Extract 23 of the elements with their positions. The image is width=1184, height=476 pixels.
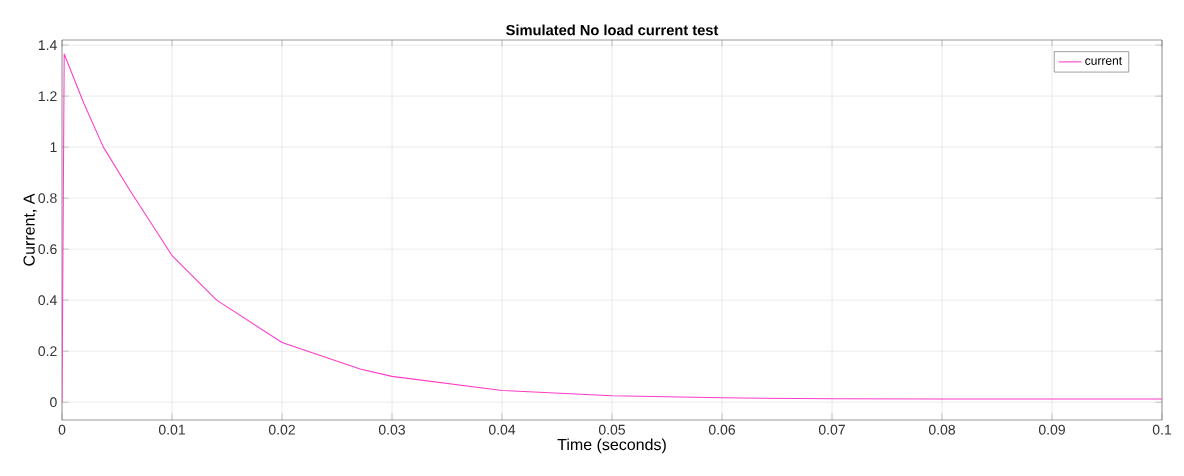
x-tick-label: 0.04 — [488, 424, 516, 435]
y-tick-label: 1 — [50, 142, 57, 152]
y-tick-label: 0.4 — [38, 295, 57, 306]
x-tick-label: 0.06 — [708, 424, 736, 435]
y-tick-label: 0.2 — [38, 346, 57, 357]
legend-label: current — [1085, 57, 1122, 65]
x-tick-label: 0.07 — [818, 424, 845, 435]
x-tick-label: 0.03 — [378, 424, 406, 435]
x-tick-label: 0.01 — [158, 424, 185, 435]
x-tick-label: 0 — [58, 424, 66, 435]
x-axis-title: Time (seconds) — [557, 438, 666, 454]
x-tick-label: 0.1 — [1152, 424, 1172, 435]
y-tick-label: 1.4 — [38, 40, 57, 50]
y-tick-label: 0.8 — [38, 193, 57, 204]
x-tick-label: 0.08 — [928, 424, 956, 435]
chart-title: Simulated No load current test — [506, 24, 719, 36]
y-tick-label: 0 — [50, 397, 57, 408]
y-tick-label: 1.2 — [38, 91, 57, 101]
y-axis-title: Current, A — [23, 193, 37, 266]
y-tick-label: 0.6 — [38, 244, 57, 255]
x-tick-label: 0.02 — [268, 424, 295, 435]
x-tick-label: 0.09 — [1038, 424, 1065, 435]
x-tick-label: 0.05 — [598, 424, 626, 435]
